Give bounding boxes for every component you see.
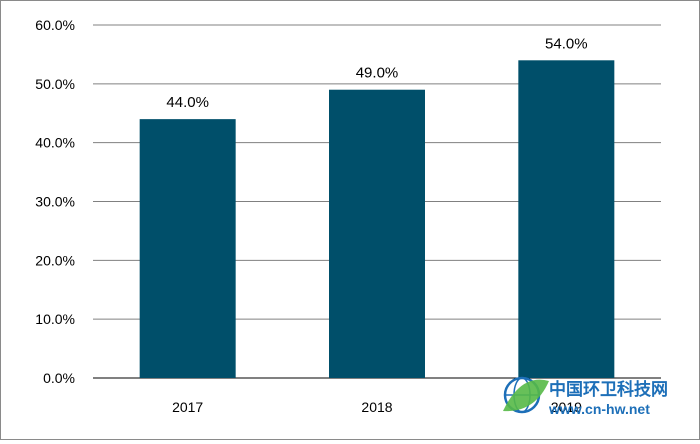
- y-tick-label: 40.0%: [35, 135, 75, 151]
- bars: [139, 60, 615, 379]
- y-tick-label: 20.0%: [35, 252, 75, 268]
- x-tick-label-2019: 2019: [551, 399, 582, 415]
- watermark: 中国环卫科技网 www.cn-hw.net: [503, 376, 668, 417]
- y-tick-label: 50.0%: [35, 76, 75, 92]
- data-label-2017: 44.0%: [166, 94, 209, 111]
- y-tick-label: 10.0%: [35, 311, 75, 327]
- data-label-2019: 54.0%: [545, 35, 588, 52]
- y-axis-ticks: 0.0% 10.0% 20.0% 30.0% 40.0% 50.0% 60.0%: [35, 17, 75, 386]
- watermark-name: 中国环卫科技网: [549, 379, 668, 400]
- data-label-2018: 49.0%: [356, 65, 399, 82]
- bar-2018: [329, 89, 425, 378]
- bar-2019: [518, 60, 615, 379]
- y-tick-label: 60.0%: [35, 17, 75, 33]
- globe-leaf-logo-icon: [503, 376, 549, 414]
- x-axis-ticks: 2017 2018 2019: [172, 399, 582, 415]
- x-tick-label-2018: 2018: [361, 399, 392, 415]
- y-tick-label: 0.0%: [43, 370, 75, 386]
- x-tick-label-2017: 2017: [172, 399, 203, 415]
- watermark-url: www.cn-hw.net: [548, 401, 650, 417]
- bar-2017: [139, 119, 236, 378]
- data-labels: 44.0% 49.0% 54.0%: [166, 35, 587, 111]
- y-tick-label: 30.0%: [35, 194, 75, 210]
